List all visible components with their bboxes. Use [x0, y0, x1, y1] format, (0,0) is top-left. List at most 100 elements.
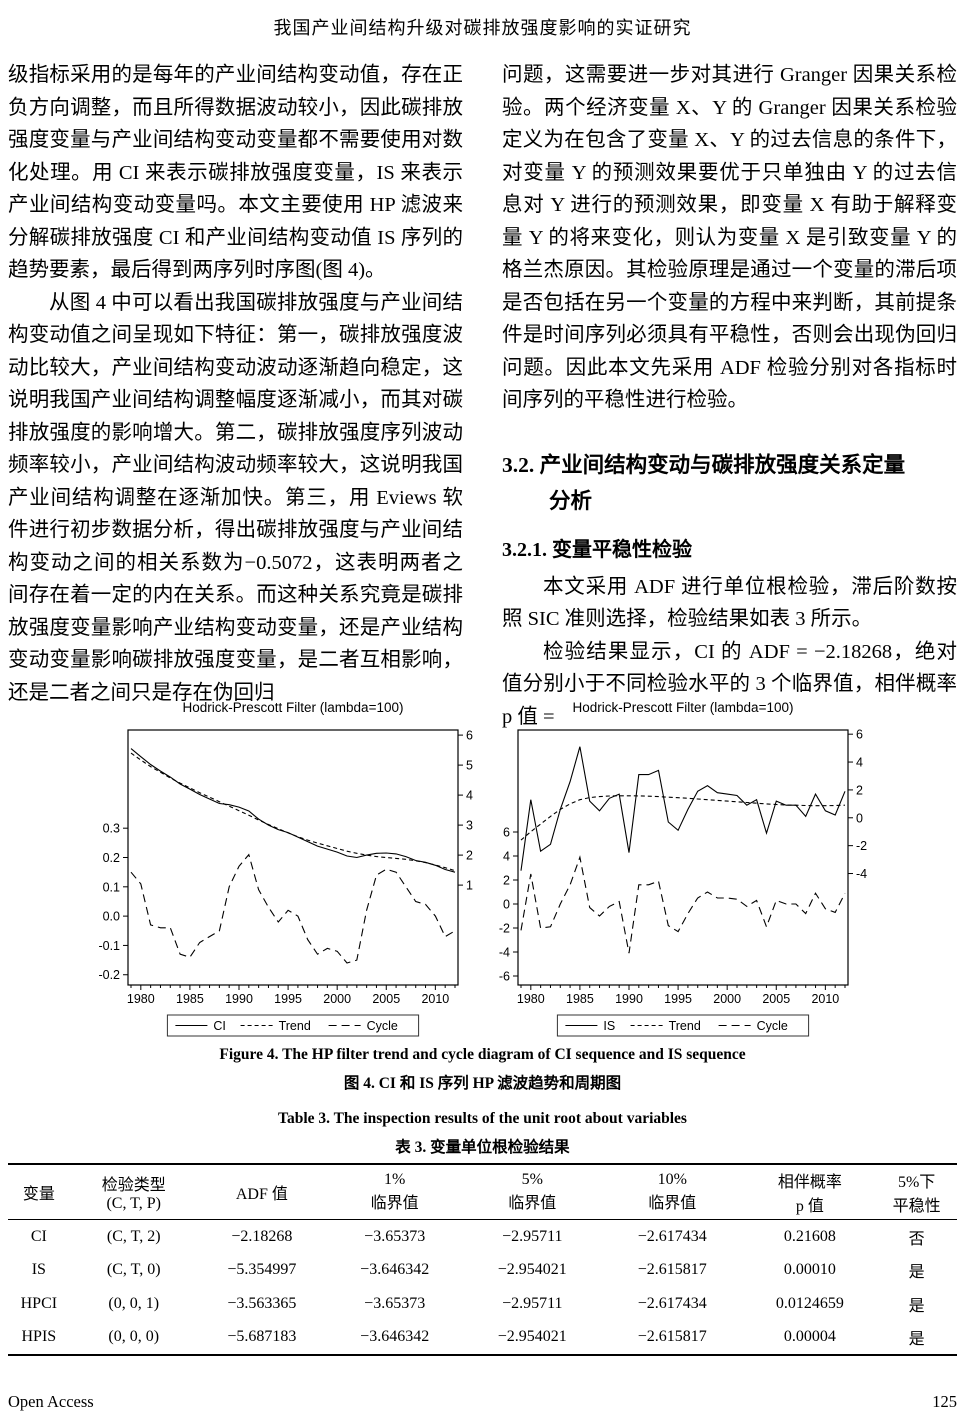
column-header-line1: 检验类型 [101, 1177, 166, 1194]
column-header: ADF 值 [198, 1164, 326, 1220]
x-axis-tick-label: 1990 [225, 992, 253, 1006]
table-cell: −3.646342 [360, 1261, 430, 1279]
left-axis-tick-label: 4 [503, 850, 510, 864]
x-axis-tick-label: 1980 [517, 992, 545, 1006]
section-title-line1: 产业间结构变动与碳排放强度关系定量 [539, 452, 906, 477]
table-row: HPIS (0, 0, 0) −5.687183 −3.646342 −2.954021… [8, 1321, 957, 1356]
legend-label-is: IS [603, 1019, 615, 1033]
right-axis-tick-label: 2 [856, 783, 863, 797]
hp-filter-chart-ci: Hodrick-Prescott Filter (lambda=100) 1980… [98, 700, 473, 1037]
table-cell: HPCI [20, 1294, 58, 1312]
column-header-line2: 临界值 [370, 1195, 419, 1212]
section-heading-3-2: 3.2. 产业间结构变动与碳排放强度关系定量 分析 [502, 447, 957, 519]
table-cell: 0.00004 [783, 1328, 836, 1346]
table-cell: (C, T, 0) [106, 1261, 161, 1279]
right-axis-tick-label: 0 [856, 811, 863, 825]
column-header-line1: 1% [384, 1171, 406, 1188]
hp-filter-chart-is: Hodrick-Prescott Filter (lambda=100) 1980… [499, 700, 867, 1037]
page-footer: Open Access 125 [8, 1392, 957, 1412]
paragraph: 问题，这需要进一步对其进行 Granger 因果关系检验。两个经济变量 X、Y … [502, 64, 957, 411]
table-cell: 是 [908, 1331, 925, 1349]
column-header-line1: 变量 [22, 1186, 55, 1203]
table-row: HPCI (0, 0, 1) −3.563365 −3.65373 −2.95711 −2… [8, 1287, 957, 1321]
column-header-line1: 相伴概率 [777, 1174, 842, 1191]
column-header-line1: 5% [521, 1171, 543, 1188]
column-header-line2: p 值 [795, 1198, 824, 1215]
footer-open-access: Open Access [8, 1392, 94, 1411]
column-header: 检验类型 (C, T, P) [70, 1164, 198, 1220]
x-axis-tick-label: 2000 [323, 992, 351, 1006]
left-axis-tick-label: 0.0 [103, 910, 120, 924]
x-axis-tick-label: 2000 [713, 992, 741, 1006]
subsection-heading-3-2-1: 3.2.1. 变量平稳性检验 [502, 538, 692, 561]
table-cell: IS [31, 1261, 46, 1279]
column-header: 5%下平稳性 [876, 1164, 957, 1220]
body-columns: 级指标采用的是每年的产业间结构变动值，存在正负方向调整，而且所得数据波动较小，因… [8, 59, 957, 733]
table-cell: −2.617434 [637, 1294, 707, 1312]
column-header-line1: 5%下 [897, 1174, 936, 1191]
left-axis-tick-label: -0.1 [98, 939, 120, 953]
right-axis-tick-label: 6 [466, 729, 473, 743]
legend-label-trend: Trend [279, 1019, 311, 1033]
paragraph: 从图 4 中可以看出我国碳排放强度与产业间结构变动值之间呈现如下特征：第一，碳排… [8, 291, 463, 704]
table-header-row: 变量 检验类型 (C, T, P) ADF 值 1% 临界值 5% 临界值 10% 临界值 相伴概率… [8, 1164, 957, 1220]
left-column: 级指标采用的是每年的产业间结构变动值，存在正负方向调整，而且所得数据波动较小，因… [8, 59, 463, 733]
table-cell: −2.954021 [497, 1328, 567, 1346]
column-header-line2: 临界值 [508, 1195, 557, 1212]
column-header: 5% 临界值 [463, 1164, 601, 1220]
left-axis-tick-label: 0.1 [103, 880, 120, 894]
page-header-title: 我国产业间结构升级对碳排放强度影响的实证研究 [273, 18, 692, 38]
left-axis-tick-label: 0.3 [103, 822, 120, 836]
table-cell: 0.21608 [783, 1227, 836, 1245]
figure-caption-zh: 图 4. CI 和 IS 序列 HP 滤波趋势和周期图 [343, 1075, 622, 1092]
figure-caption-en: Figure 4. The HP filter trend and cycle … [219, 1046, 746, 1063]
paragraph: 级指标采用的是每年的产业间结构变动值，存在正负方向调整，而且所得数据波动较小，因… [8, 64, 463, 281]
left-axis-tick-label: -2 [499, 922, 510, 936]
chart-legend: CI Trend Cycle [166, 1014, 420, 1037]
table-caption-en: Table 3. The inspection results of the u… [278, 1110, 687, 1127]
x-axis-tick-label: 2010 [811, 992, 839, 1006]
table-cell: 0.00010 [783, 1261, 836, 1279]
table-cell: −5.687183 [227, 1328, 297, 1346]
table-cell: −2.95711 [502, 1227, 563, 1245]
left-axis-tick-label: -6 [499, 970, 510, 984]
table-cell: 0.0124659 [775, 1294, 844, 1312]
table-cell: −3.646342 [360, 1328, 430, 1346]
left-axis-tick-label: 6 [503, 826, 510, 840]
right-axis-tick-label: 5 [466, 759, 473, 773]
series-trend [520, 795, 846, 841]
table-cell: HPIS [21, 1328, 57, 1346]
table-cell: −2.615817 [637, 1328, 707, 1346]
chart-legend: IS Trend Cycle [556, 1014, 810, 1037]
column-header-line2: 临界值 [648, 1195, 697, 1212]
table-cell: −2.615817 [637, 1261, 707, 1279]
section-title-line2: 分析 [549, 488, 593, 513]
table-cell: −2.95711 [502, 1294, 563, 1312]
left-axis-tick-label: 2 [503, 874, 510, 888]
paragraph: 本文采用 ADF 进行单位根检验，滞后阶数按照 SIC 准则选择，检验结果如表 … [502, 575, 957, 631]
right-axis-tick-label: 4 [856, 756, 863, 770]
right-column: 问题，这需要进一步对其进行 Granger 因果关系检验。两个经济变量 X、Y … [502, 59, 957, 733]
table-row: CI (C, T, 2) −2.18268 −3.65373 −2.95711 −2.61… [8, 1220, 957, 1254]
column-header-line1: ADF 值 [235, 1186, 288, 1203]
x-axis-tick-label: 1985 [176, 992, 204, 1006]
x-axis-tick-label: 1995 [664, 992, 692, 1006]
series-ci [130, 748, 456, 873]
table-cell: CI [30, 1227, 47, 1245]
series-cycle [520, 855, 846, 954]
x-axis-tick-label: 2005 [372, 992, 400, 1006]
table-cell: −3.65373 [364, 1227, 426, 1245]
table-cell: −3.65373 [364, 1294, 426, 1312]
column-header-line2: 平稳性 [892, 1198, 941, 1215]
series-trend [130, 752, 456, 872]
right-axis-tick-label: 1 [466, 879, 473, 893]
right-axis-tick-label: -2 [856, 839, 867, 853]
right-axis-tick-label: 3 [466, 819, 473, 833]
column-header-line1: 10% [657, 1171, 687, 1188]
legend-label-cycle: Cycle [757, 1019, 788, 1033]
chart-title: Hodrick-Prescott Filter (lambda=100) [183, 700, 404, 715]
unit-root-table: 变量 检验类型 (C, T, P) ADF 值 1% 临界值 5% 临界值 10% 临界值 相伴概率… [8, 1163, 957, 1356]
right-axis-tick-label: -4 [856, 867, 867, 881]
x-axis-tick-label: 1995 [274, 992, 302, 1006]
footer-page-number: 125 [932, 1392, 957, 1411]
